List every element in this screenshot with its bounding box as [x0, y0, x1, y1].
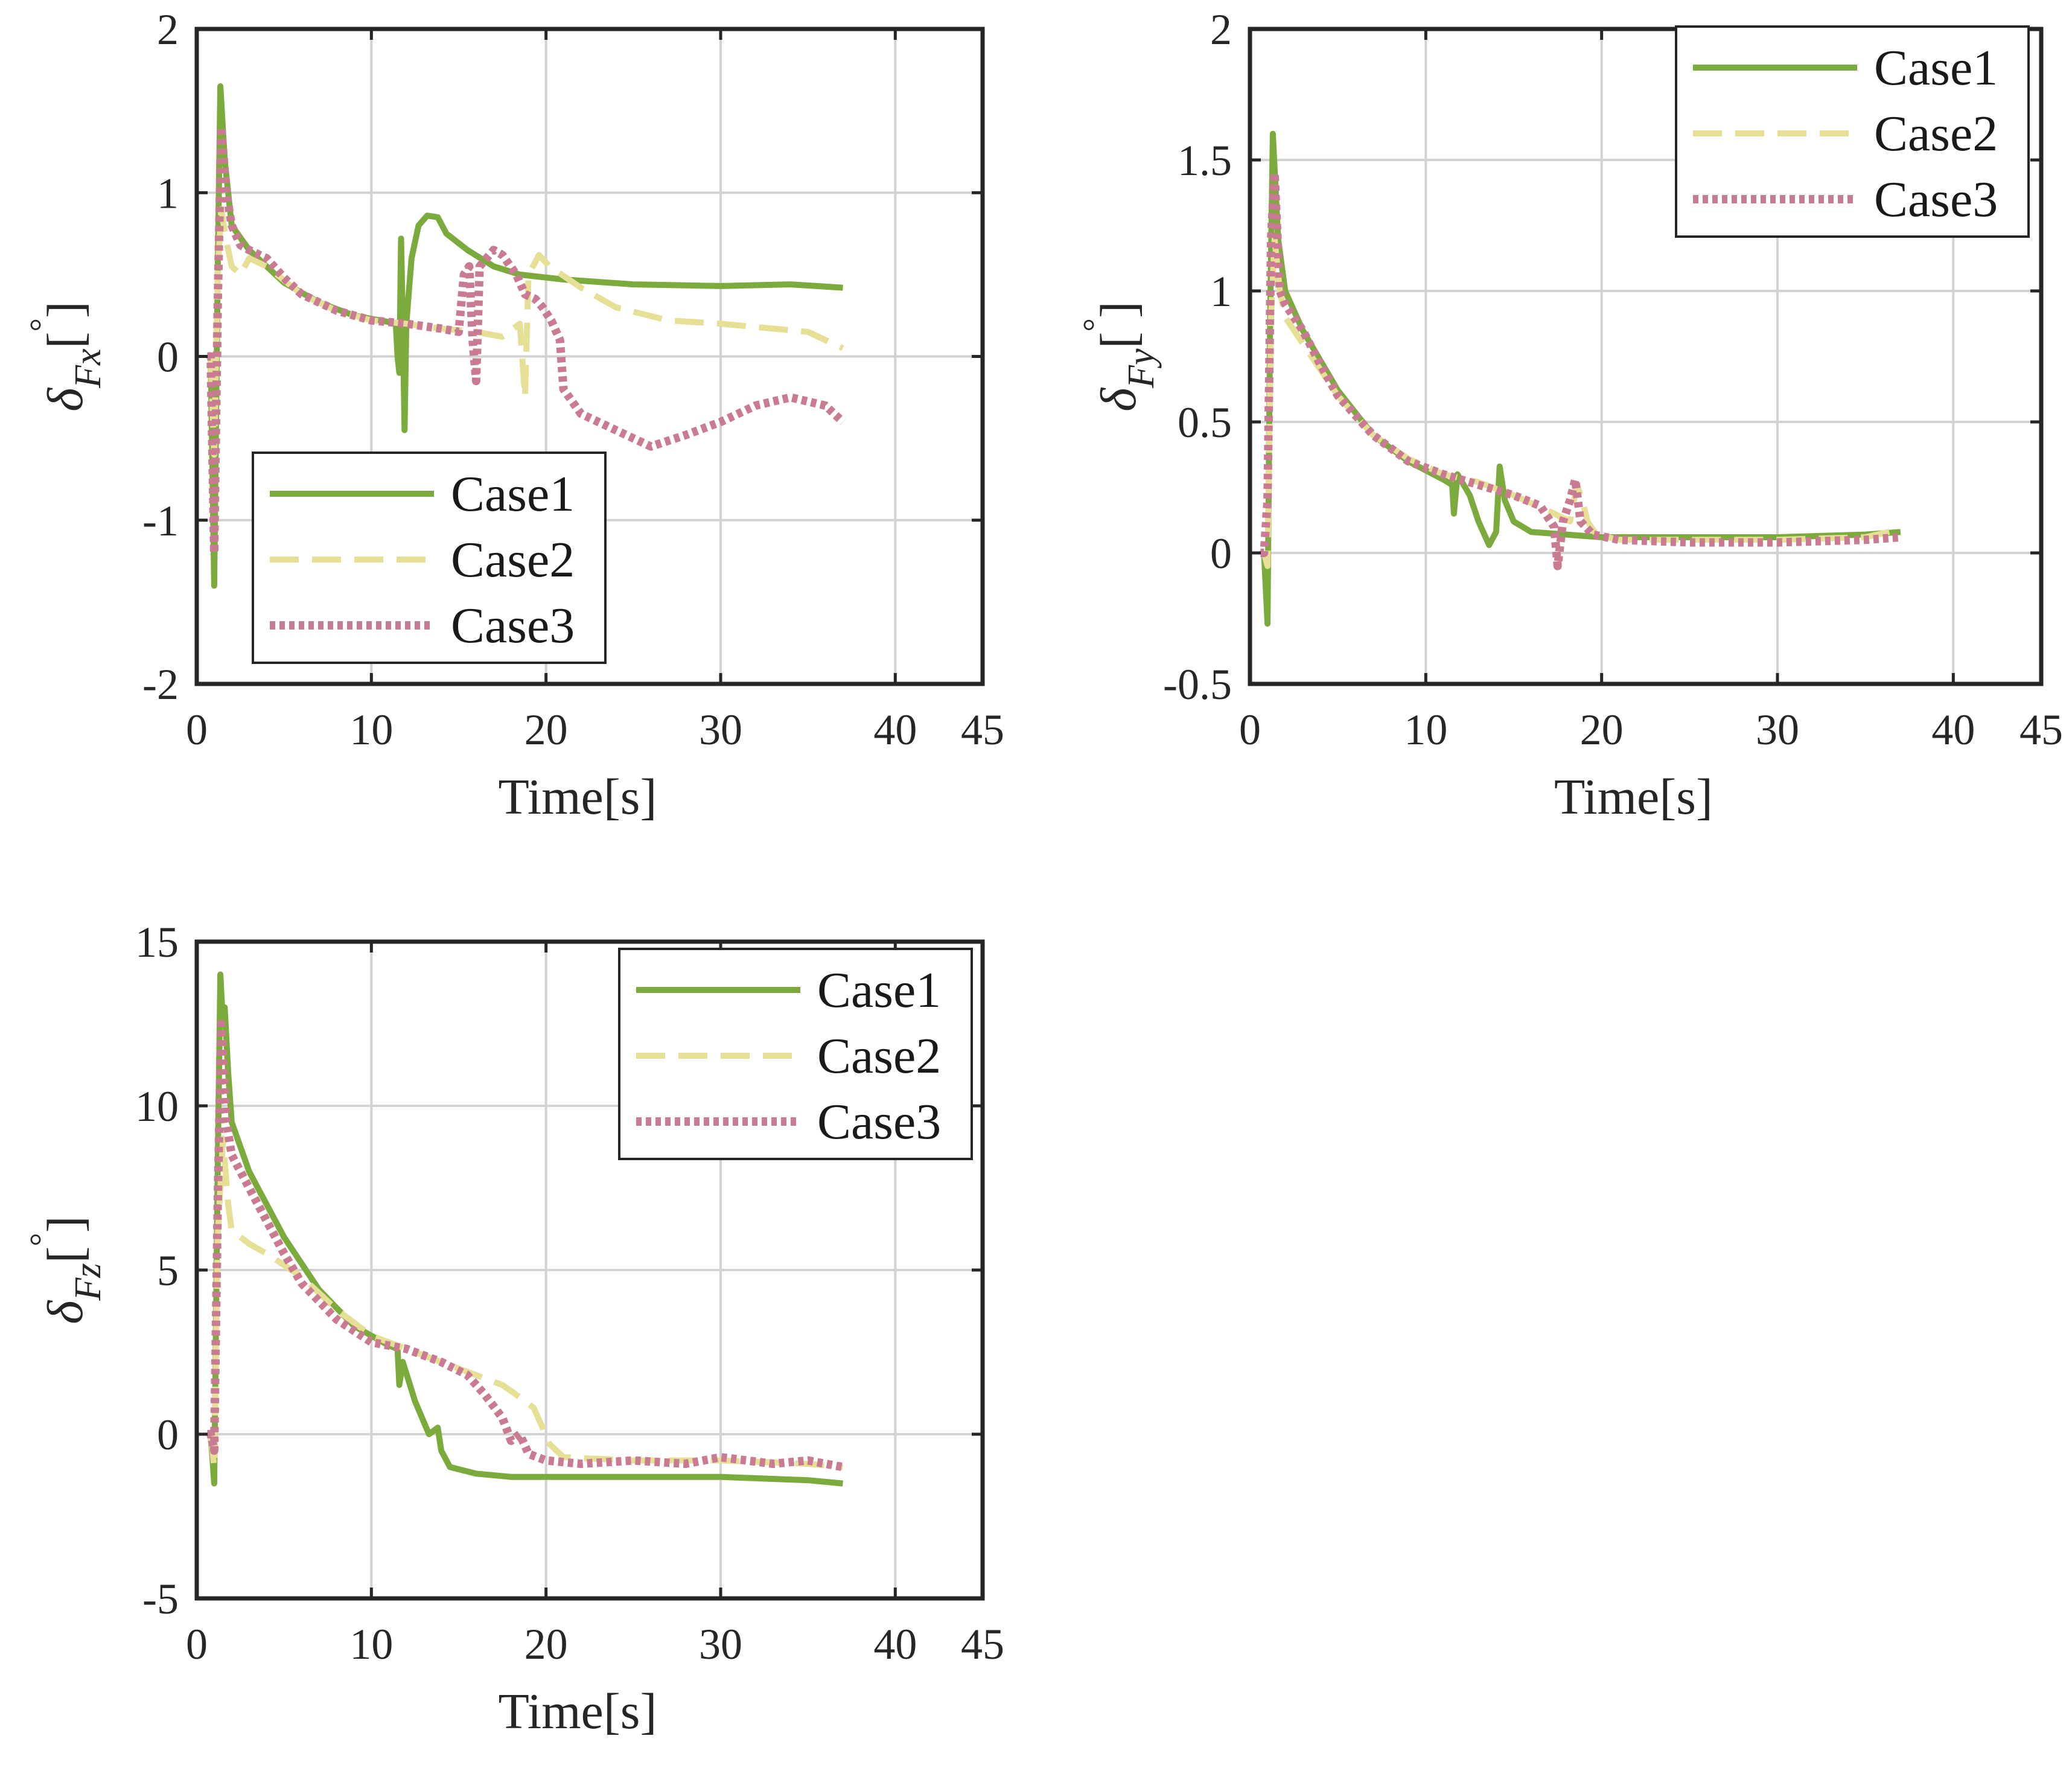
- y-tick-label: 1: [157, 169, 179, 217]
- y-axis-label: δFz[°]: [24, 1216, 109, 1324]
- y-axis-label: δFx[°]: [24, 301, 109, 412]
- panel-top-right: 0 10 20 30 40 45-0.500.511.52Time[s]δFy[°]Cas…: [1077, 5, 2063, 825]
- legend-label-case3: Case3: [1874, 171, 1998, 228]
- y-tick-label: -5: [142, 1575, 179, 1623]
- legend-label-case1: Case1: [451, 466, 575, 522]
- x-tick-label: 45: [961, 1620, 1004, 1668]
- y-tick-label: 0: [157, 1411, 179, 1459]
- x-axis-label: Time[s]: [499, 769, 657, 825]
- x-tick-label: 40: [1931, 706, 1975, 754]
- y-tick-label: 0: [157, 333, 179, 381]
- legend-label-case1: Case1: [1874, 40, 1998, 96]
- legend-label-case2: Case2: [451, 532, 575, 588]
- x-tick-label: 10: [349, 706, 393, 754]
- series-line-case3: [206, 1020, 844, 1472]
- series-group: [1260, 130, 1901, 627]
- series-group: [206, 83, 846, 589]
- y-tick-label: 1.5: [1178, 136, 1232, 185]
- y-tick-label: 5: [157, 1246, 179, 1295]
- x-tick-label: 30: [699, 1620, 742, 1668]
- series-line-case1: [208, 971, 843, 1487]
- x-axis-label: Time[s]: [1554, 769, 1713, 825]
- legend: Case1 Case2 Case3: [1675, 25, 2030, 238]
- x-tick-label: 45: [961, 706, 1004, 754]
- x-tick-label: 10: [1404, 706, 1447, 754]
- series-line-case3: [206, 123, 846, 557]
- series-group: [206, 971, 844, 1487]
- legend: Case1 Case2 Case3: [618, 948, 973, 1160]
- legend-label-case3: Case3: [451, 598, 575, 654]
- x-tick-label: 20: [524, 1620, 568, 1668]
- legend-label-case3: Case3: [817, 1094, 941, 1150]
- y-axis-label: δFy[°]: [1077, 301, 1162, 412]
- panel-top-left: 0 10 20 30 40 45-2-1012Time[s]δFx[°]Case1Case…: [24, 5, 1004, 825]
- x-tick-label: 0: [1239, 706, 1261, 754]
- x-tick-label: 20: [524, 706, 568, 754]
- y-tick-label: 0: [1210, 529, 1232, 578]
- x-tick-label: 10: [349, 1620, 393, 1668]
- y-tick-label: 2: [1210, 5, 1232, 54]
- svg-text:δFy[°]: δFy[°]: [1077, 301, 1162, 412]
- legend: Case1 Case2 Case3: [252, 452, 607, 664]
- series-line-case3: [1260, 168, 1901, 570]
- y-tick-label: 1: [1210, 267, 1232, 316]
- x-tick-label: 0: [186, 1620, 208, 1668]
- legend-label-case1: Case1: [817, 962, 941, 1018]
- panel-bottom-left: 0 10 20 30 40 45-5051015Time[s]δFz[°]Case1Cas…: [24, 918, 1004, 1740]
- legend-label-case2: Case2: [1874, 106, 1998, 162]
- x-tick-label: 40: [873, 706, 917, 754]
- y-tick-label: -1: [142, 497, 179, 545]
- svg-text:δFx[°]: δFx[°]: [24, 301, 109, 412]
- x-axis-label: Time[s]: [499, 1684, 657, 1740]
- y-tick-label: -2: [142, 660, 179, 709]
- x-tick-label: 20: [1580, 706, 1624, 754]
- y-tick-label: 0.5: [1178, 398, 1232, 447]
- x-tick-label: 45: [2019, 706, 2063, 754]
- x-tick-label: 30: [699, 706, 742, 754]
- axes-frame: [1248, 27, 2044, 686]
- legend-label-case2: Case2: [817, 1028, 941, 1084]
- y-tick-label: 10: [135, 1082, 179, 1131]
- y-tick-label: 15: [135, 918, 179, 966]
- svg-text:δFz[°]: δFz[°]: [24, 1216, 109, 1324]
- x-tick-label: 30: [1756, 706, 1799, 754]
- x-tick-label: 40: [873, 1620, 917, 1668]
- y-tick-label: -0.5: [1163, 660, 1232, 709]
- x-tick-label: 0: [186, 706, 208, 754]
- y-tick-label: 2: [157, 5, 179, 54]
